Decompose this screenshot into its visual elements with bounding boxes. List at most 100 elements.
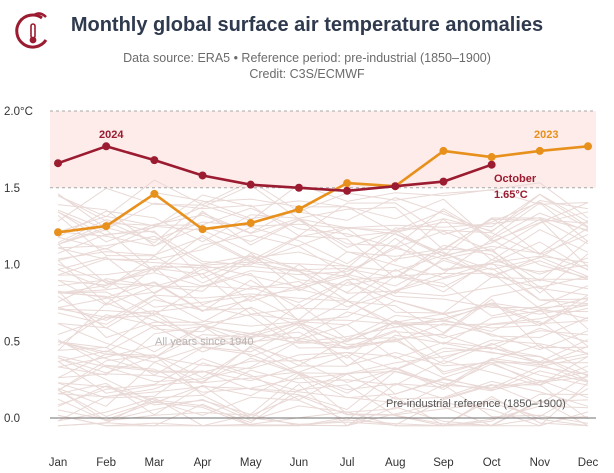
chart-title: Monthly global surface air temperature a… (70, 14, 544, 36)
x-tick-label: Oct (483, 457, 502, 469)
data-point-2023 (102, 222, 111, 231)
background-year-line (57, 396, 589, 427)
x-tick-label: Jun (290, 457, 309, 469)
background-year-line (57, 374, 589, 418)
data-point-2024 (246, 180, 255, 189)
background-year-line (57, 206, 589, 251)
data-point-2024 (391, 182, 400, 191)
x-tick-label: May (240, 457, 262, 469)
highlight-band-1-5-to-2-0 (50, 111, 596, 188)
data-point-2023 (294, 205, 303, 214)
grid-lines (50, 110, 596, 419)
background-year-line (57, 358, 589, 407)
x-axis-ticks: Jan Feb Mar Apr May Jun Jul Aug Sep Oct Nov Dec (49, 457, 599, 469)
latest-value-label: 1.65°C (494, 189, 528, 201)
data-point-2024 (343, 186, 352, 195)
latest-month-label: October (494, 173, 537, 185)
background-year-line (57, 334, 589, 382)
background-year-line (57, 201, 589, 237)
data-point-2024 (102, 142, 111, 151)
background-year-line (57, 184, 589, 233)
y-tick-label: 0.5 (4, 336, 20, 348)
background-year-line (57, 218, 589, 268)
background-year-line (57, 307, 589, 326)
series-group (54, 142, 592, 237)
x-tick-label: Nov (530, 457, 551, 469)
data-point-2023 (54, 228, 62, 237)
data-point-2023 (198, 225, 207, 234)
background-year-line (57, 198, 589, 247)
reference-label: Pre-industrial reference (1850–1900) (386, 398, 566, 410)
x-tick-label: Dec (578, 457, 599, 469)
background-years-label: All years since 1940 (155, 336, 253, 348)
x-tick-label: Apr (194, 457, 212, 469)
background-year-line (57, 325, 589, 373)
series-label-2023: 2023 (534, 129, 558, 141)
x-tick-label: Jan (49, 457, 68, 469)
background-year-line (57, 210, 589, 257)
logo-icon (15, 12, 48, 49)
background-year-line (57, 382, 589, 427)
background-year-line (57, 257, 589, 295)
data-point-2023 (584, 142, 592, 151)
background-year-line (57, 357, 589, 399)
data-point-2024 (54, 159, 62, 168)
background-year-line (57, 179, 589, 218)
data-point-2023 (487, 153, 496, 162)
data-point-2024 (150, 156, 159, 165)
background-year-line (57, 238, 589, 286)
data-point-2024 (294, 183, 303, 192)
background-year-line (57, 295, 589, 327)
background-year-line (57, 226, 589, 271)
y-axis-ticks: 0.0 0.5 1.0 1.5 2.0°C (4, 106, 33, 425)
background-year-line (57, 354, 589, 399)
background-year-line (57, 230, 589, 279)
background-year-line (57, 310, 589, 345)
background-year-line (57, 363, 589, 393)
background-year-line (57, 292, 589, 333)
background-year-line (57, 202, 589, 247)
background-year-line (57, 229, 589, 276)
chart-subtitle: Data source: ERA5 • Reference period: pr… (0, 50, 614, 82)
background-year-line (57, 321, 589, 360)
background-year-line (57, 243, 589, 292)
background-year-line (57, 308, 589, 346)
x-tick-label: Aug (385, 457, 405, 469)
series-line-2023 (57, 145, 589, 234)
background-year-line (57, 319, 589, 359)
background-year-line (57, 347, 589, 377)
background-year-line (57, 273, 589, 315)
background-year-line (57, 218, 589, 263)
data-point-2023 (535, 146, 544, 155)
background-year-line (57, 288, 589, 339)
y-tick-label: 2.0°C (4, 106, 33, 118)
x-tick-label: Sep (433, 457, 453, 469)
data-point-2023 (343, 179, 352, 188)
x-tick-label: Jul (340, 457, 355, 469)
series-label-2024: 2024 (99, 129, 124, 141)
data-point-2024 (198, 171, 207, 180)
subtitle-line-1: Data source: ERA5 • Reference period: pr… (123, 51, 491, 65)
data-point-2023 (246, 219, 255, 228)
background-years-lines (57, 179, 589, 427)
data-point-2024 (487, 160, 496, 169)
background-year-line (57, 384, 589, 424)
y-tick-label: 1.0 (4, 260, 20, 272)
background-year-line (57, 285, 589, 334)
background-year-line (57, 279, 589, 325)
data-point-2023 (150, 189, 159, 198)
x-tick-label: Feb (96, 457, 116, 469)
background-year-line (57, 370, 589, 411)
x-tick-label: Mar (144, 457, 164, 469)
subtitle-line-2: Credit: C3S/ECMWF (249, 67, 365, 81)
series-line-2024 (57, 145, 493, 193)
data-point-2024 (439, 177, 448, 186)
y-tick-label: 0.0 (4, 413, 20, 425)
background-year-line (57, 193, 589, 236)
background-year-line (57, 259, 589, 306)
data-point-2023 (439, 146, 448, 155)
background-year-line (57, 345, 589, 386)
background-year-line (57, 210, 589, 248)
y-tick-label: 1.5 (4, 183, 20, 195)
